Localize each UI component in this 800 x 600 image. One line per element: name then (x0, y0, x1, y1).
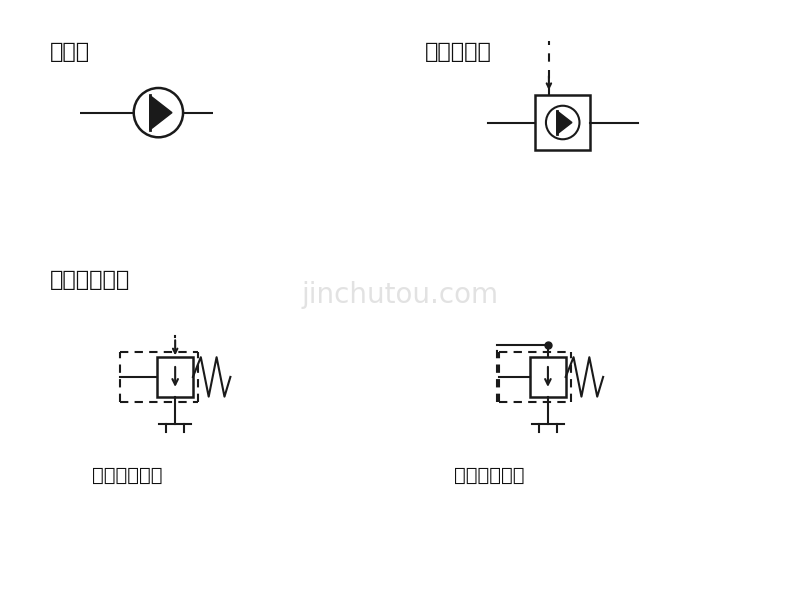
Text: 液控单向阀: 液控单向阀 (425, 41, 491, 62)
Bar (158, 357, 193, 397)
Polygon shape (150, 95, 172, 130)
Text: 单向阀: 单向阀 (50, 41, 90, 62)
Text: 内部压力控制: 内部压力控制 (92, 466, 163, 485)
Polygon shape (557, 111, 572, 134)
Bar (535, 95, 590, 150)
Text: 外部压力控制: 外部压力控制 (454, 466, 525, 485)
Bar (530, 357, 566, 397)
Text: jinchutou.com: jinchutou.com (302, 281, 498, 309)
Text: 直动型溢流阀: 直动型溢流阀 (50, 271, 130, 290)
